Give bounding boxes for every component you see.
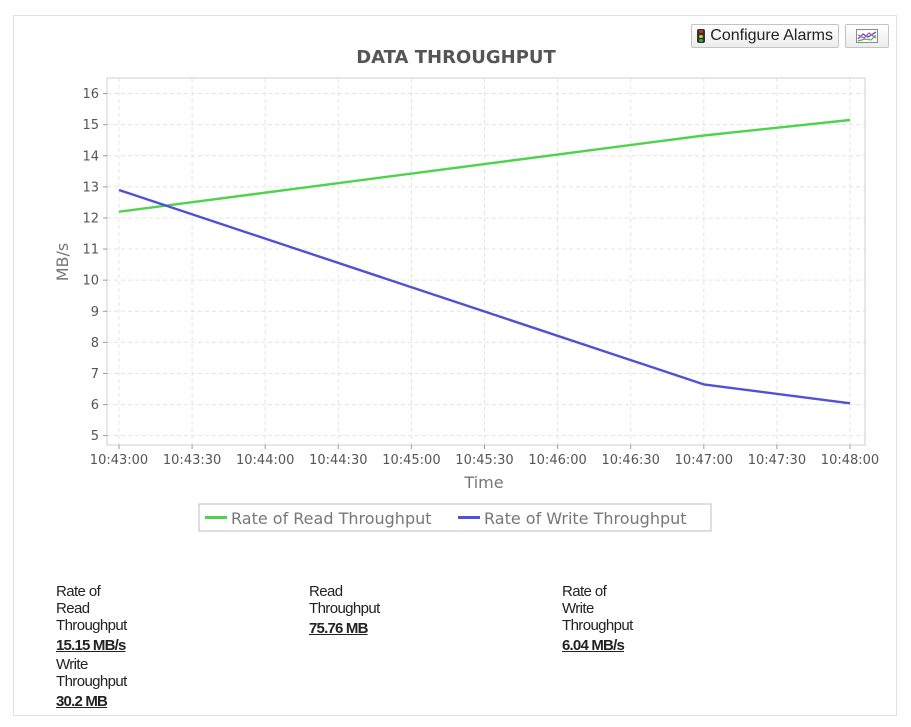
stat-label: Rate of Read Throughput [56,583,127,634]
y-tick-label: 9 [91,305,99,320]
stat-value[interactable]: 6.04 MB/s [562,637,625,654]
chart-type-button[interactable] [845,24,889,48]
stat-label: Read Throughput [309,583,380,617]
traffic-light-red [699,30,704,33]
stat-label: Rate of Write Throughput [562,583,633,634]
chart-series [118,118,851,405]
y-tick-label: 8 [91,336,99,351]
x-axis: 10:43:00 10:43:30 10:44:00 10:44:30 10:45:00… [90,445,879,468]
stat-rate-write: Rate of Write Throughput 6.04 MB/s [562,583,633,654]
stat-rate-read: Rate of Read Throughput 15.15 MB/s [56,583,127,654]
x-tick-label: 10:43:00 [90,453,148,468]
traffic-light-yellow [699,34,704,38]
x-tick-label: 10:45:00 [382,453,440,468]
traffic-light-green [699,39,704,42]
legend-label-read: Rate of Read Throughput [231,509,432,528]
y-tick-label: 13 [82,180,99,195]
stat-read: Read Throughput 75.76 MB [309,583,380,637]
chart-toolbar: Configure Alarms [691,24,889,48]
x-tick-label: 10:47:30 [748,453,806,468]
legend-box [198,503,712,532]
y-tick-label: 6 [91,398,99,413]
y-tick-label: 14 [82,149,99,164]
y-tick-label: 7 [91,367,99,382]
series-line-write [118,188,851,405]
y-tick-label: 11 [82,243,99,258]
x-tick-label: 10:48:00 [821,453,879,468]
legend-label-write: Rate of Write Throughput [484,509,687,528]
x-tick-label: 10:43:30 [163,453,221,468]
y-tick-label: 16 [82,87,99,102]
stat-label: Write Throughput [56,656,127,690]
x-tick-label: 10:46:00 [528,453,586,468]
y-axis: 5 6 7 8 9 10 11 12 13 14 15 16 [82,87,107,444]
y-axis-label: MB/s [53,243,72,282]
stat-value[interactable]: 30.2 MB [56,693,108,710]
y-tick-label: 5 [91,429,99,444]
x-tick-label: 10:46:30 [602,453,660,468]
stat-write: Write Throughput 30.2 MB [56,656,127,710]
series-line-read [118,118,851,213]
chart-legend: Rate of Read Throughput Rate of Write Thr… [198,503,712,532]
y-tick-label: 15 [82,118,99,133]
x-tick-label: 10:47:00 [675,453,733,468]
x-tick-label: 10:45:30 [455,453,513,468]
stat-value[interactable]: 75.76 MB [309,620,368,637]
y-tick-label: 10 [82,274,99,289]
configure-alarms-button[interactable]: Configure Alarms [691,24,839,48]
chart-title: DATA THROUGHPUT [356,47,556,68]
y-tick-label: 12 [82,211,99,226]
stat-value[interactable]: 15.15 MB/s [56,637,126,654]
x-tick-label: 10:44:00 [236,453,294,468]
line-chart-icon [856,29,878,43]
x-axis-label: Time [463,473,503,492]
configure-alarms-label: Configure Alarms [710,27,833,44]
chart-grid [107,78,865,445]
x-tick-label: 10:44:30 [309,453,367,468]
traffic-light-icon [697,29,706,43]
plot-area [106,77,866,446]
